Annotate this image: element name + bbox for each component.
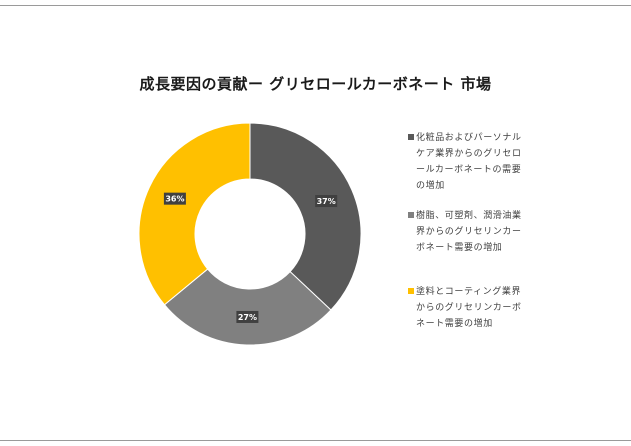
data-label-text-resins: 27% — [238, 313, 257, 322]
data-label-bg-coatings — [163, 192, 186, 205]
data-label-bg-resins — [236, 310, 259, 323]
legend-item-coatings: 塗料とコーティング業界からのグリセリンカーボネート需要の増加 — [408, 284, 528, 332]
data-label-text-cosmetics: 37% — [317, 197, 336, 206]
slice-coatings — [138, 122, 251, 306]
legend-swatch-cosmetics — [408, 134, 414, 140]
data-label-coatings: 36% — [163, 192, 186, 205]
slice-cosmetics — [249, 122, 362, 311]
data-label-resins: 27% — [236, 310, 259, 323]
top-rule — [0, 5, 631, 6]
data-label-bg-cosmetics — [315, 195, 338, 208]
data-label-text-coatings: 36% — [165, 195, 184, 204]
legend-swatch-coatings — [408, 288, 414, 294]
data-label-cosmetics: 37% — [315, 195, 338, 208]
legend-item-cosmetics: 化粧品およびパーソナルケア業界からのグリセロールカーボネートの需要の増加 — [408, 130, 528, 194]
legend-label-cosmetics: 化粧品およびパーソナルケア業界からのグリセロールカーボネートの需要の増加 — [416, 133, 522, 191]
legend-label-resins: 樹脂、可塑剤、潤滑油業界からのグリセリンカーボネート需要の増加 — [416, 211, 522, 253]
slice-resins — [163, 268, 332, 346]
legend-swatch-resins — [408, 212, 414, 218]
legend-label-coatings: 塗料とコーティング業界からのグリセリンカーボネート需要の増加 — [416, 287, 522, 329]
bottom-rule — [0, 440, 631, 441]
chart-title: 成長要因の貢献ー グリセロールカーボネート 市場 — [139, 75, 492, 93]
legend-item-resins: 樹脂、可塑剤、潤滑油業界からのグリセリンカーボネート需要の増加 — [408, 208, 528, 256]
